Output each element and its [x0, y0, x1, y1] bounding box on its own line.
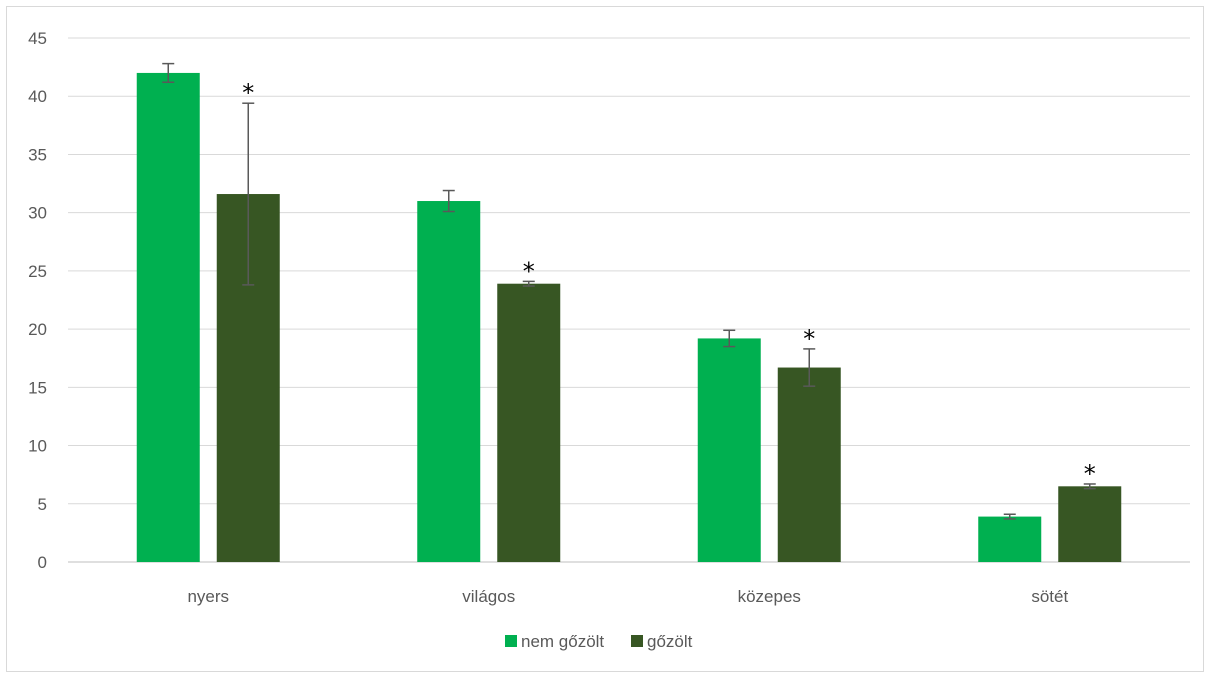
bar: [777, 367, 841, 562]
bar: [497, 283, 561, 562]
y-tick-label: 30: [28, 204, 47, 223]
bar: [1058, 486, 1122, 562]
significance-star: *: [803, 325, 815, 353]
bar: [136, 72, 200, 562]
y-tick-label: 35: [28, 145, 47, 164]
significance-markers: * * * *: [242, 79, 1096, 488]
y-tick-label: 0: [38, 553, 47, 572]
error-bars: [162, 62, 1096, 520]
legend: nem gőzölt gőzölt: [505, 632, 693, 651]
significance-star: *: [523, 257, 535, 285]
y-tick-label: 10: [28, 437, 47, 456]
y-axis-ticks: 0 5 10 15 20 25 30 35 40 45: [28, 29, 47, 572]
y-tick-label: 45: [28, 29, 47, 48]
category-label: közepes: [738, 587, 801, 606]
y-tick-label: 40: [28, 87, 47, 106]
y-tick-label: 20: [28, 320, 47, 339]
x-axis-categories: nyers világos közepes sötét: [187, 587, 1068, 606]
significance-star: *: [242, 79, 254, 107]
bar: [978, 516, 1042, 562]
category-label: világos: [462, 587, 515, 606]
legend-swatch: [505, 635, 517, 647]
category-label: sötét: [1031, 587, 1068, 606]
y-tick-label: 25: [28, 262, 47, 281]
category-label: nyers: [187, 587, 229, 606]
legend-label: nem gőzölt: [521, 632, 604, 651]
bar: [417, 201, 481, 562]
bar: [697, 338, 761, 562]
bars: [136, 72, 1122, 562]
y-tick-label: 5: [38, 495, 47, 514]
legend-swatch: [631, 635, 643, 647]
legend-label: gőzölt: [647, 632, 693, 651]
y-tick-label: 15: [28, 378, 47, 397]
significance-star: *: [1084, 460, 1096, 488]
